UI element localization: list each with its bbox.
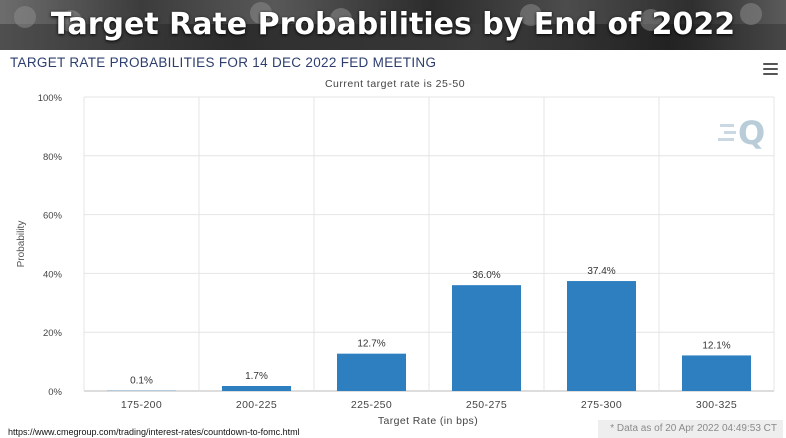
bar-225-250[interactable] [337,353,406,391]
y-axis-label: Probability [16,221,27,268]
data-timestamp: * Data as of 20 Apr 2022 04:49:53 CT [598,420,783,438]
y-tick-label: 80% [43,152,63,163]
chart-subtitle: Current target rate is 25-50 [325,78,465,90]
quikstrike-q-logo-icon: Q [718,114,765,152]
x-tick-label: 275-300 [581,399,622,411]
data-label: 1.7% [245,371,268,382]
data-label: 12.7% [357,339,385,350]
chart-labels: 0% 20% 40% 60% 80% 100% 0.1% 175-200 1.7% 200-225… [38,93,737,411]
data-label: 36.0% [472,270,500,281]
chart-grid [83,96,775,392]
source-url: https://www.cmegroup.com/trading/interes… [8,427,300,437]
banner-title: Target Rate Probabilities by End of 2022 [50,7,736,42]
data-label: 37.4% [587,266,615,277]
chart-title: TARGET RATE PROBABILITIES FOR 14 DEC 202… [10,55,436,70]
x-tick-label: 250-275 [466,399,507,411]
bar-200-225[interactable] [222,386,291,391]
y-tick-label: 60% [43,211,63,222]
bar-275-300[interactable] [567,281,636,391]
svg-text:Q: Q [738,114,765,152]
chart-bars [107,281,751,391]
hamburger-menu-icon[interactable] [763,63,778,75]
data-label: 0.1% [130,376,153,387]
y-tick-label: 0% [48,387,62,398]
x-tick-label: 175-200 [121,399,162,411]
x-tick-label: 200-225 [236,399,277,411]
data-label: 12.1% [702,340,730,351]
bar-300-325[interactable] [682,355,751,391]
y-tick-label: 100% [38,93,63,104]
y-tick-label: 40% [43,269,63,280]
x-tick-label: 300-325 [696,399,737,411]
x-axis-label: Target Rate (in bps) [378,415,478,427]
y-tick-label: 20% [43,328,63,339]
bar-250-275[interactable] [452,285,521,391]
x-tick-label: 225-250 [351,399,392,411]
header-banner: Target Rate Probabilities by End of 2022 [0,0,786,50]
